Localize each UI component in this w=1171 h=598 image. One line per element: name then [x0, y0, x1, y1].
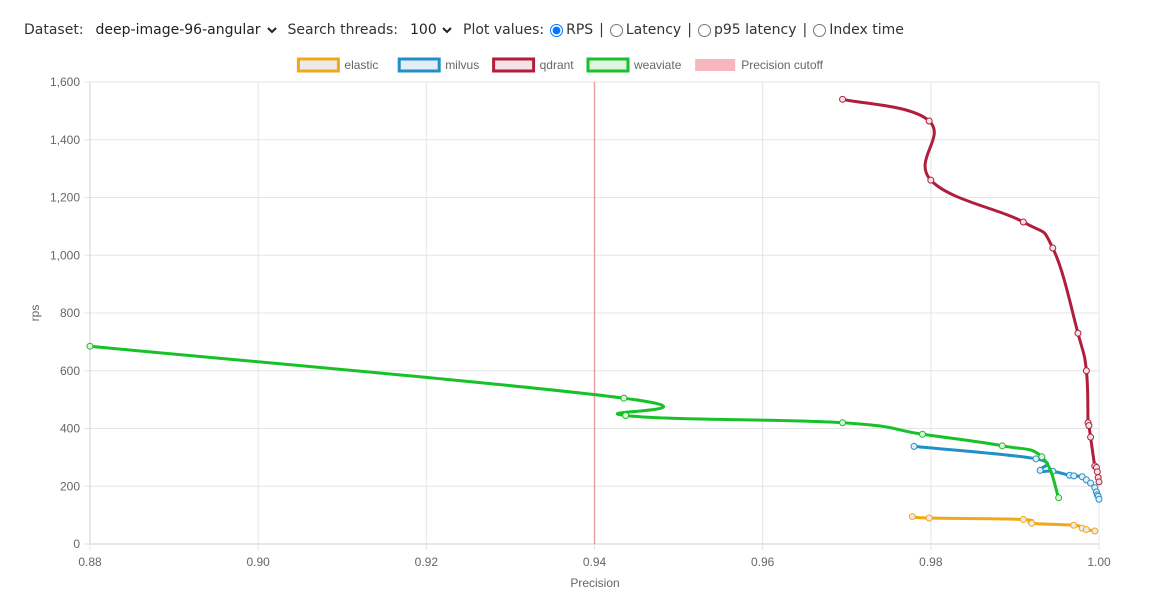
- data-point: [1093, 468, 1101, 476]
- y-tick-label: 800: [60, 306, 80, 320]
- data-point: [1019, 218, 1027, 226]
- y-tick-label: 0: [73, 537, 80, 551]
- data-point: [1074, 329, 1082, 337]
- data-point: [1095, 495, 1103, 503]
- separator: |: [802, 22, 808, 38]
- plot-option-index-time-label: Index time: [829, 22, 904, 38]
- legend-item-precision-cutoff: Precision cutoff: [695, 58, 824, 72]
- data-point: [1049, 244, 1057, 252]
- data-point: [1019, 515, 1027, 523]
- separator: |: [599, 22, 604, 38]
- legend-swatch-weaviate: [586, 57, 630, 73]
- legend-swatch-precision-cutoff: [695, 59, 736, 71]
- plot-option-index-time[interactable]: Index time: [813, 22, 904, 38]
- data-point: [1087, 433, 1095, 441]
- data-point: [1087, 479, 1095, 487]
- threads-select[interactable]: 100: [406, 20, 455, 40]
- plot-radio-rps[interactable]: [550, 23, 564, 37]
- grid: [84, 81, 1100, 550]
- y-tick-label: 600: [60, 364, 80, 378]
- data-point: [1082, 367, 1090, 375]
- plot-option-p95-latency-label: p95 latency: [713, 22, 797, 38]
- x-tick-label: 0.94: [583, 555, 607, 569]
- series-weaviate: [86, 342, 1063, 502]
- plot-option-p95-latency[interactable]: p95 latency: [697, 22, 797, 38]
- plot-radio-p95-latency[interactable]: [697, 23, 711, 37]
- legend: elastic milvus qdrant weaviate Precision cut…: [296, 57, 824, 73]
- y-tick-label: 200: [60, 479, 80, 493]
- legend-swatch-milvus: [397, 57, 441, 73]
- x-tick-label: 0.90: [246, 555, 270, 569]
- data-point: [927, 176, 935, 184]
- dataset-select[interactable]: deep-image-96-angular: [91, 20, 280, 40]
- plot-values-label: Plot values:: [463, 22, 545, 38]
- legend-swatch-elastic: [296, 57, 340, 73]
- x-tick-label: 0.96: [751, 555, 775, 569]
- separator: |: [687, 22, 692, 38]
- series-qdrant: [839, 95, 1103, 486]
- legend-swatch-qdrant: [492, 57, 536, 73]
- plot-radio-latency[interactable]: [609, 23, 623, 37]
- data-point: [1036, 466, 1044, 474]
- plot-option-rps-label: RPS: [566, 22, 594, 38]
- x-tick-label: 1.00: [1087, 555, 1111, 569]
- x-axis-label: Precision: [570, 576, 619, 590]
- threads-label: Search threads:: [287, 22, 398, 38]
- y-tick-label: 1,400: [50, 133, 80, 147]
- controls-bar: Dataset: deep-image-96-angular Search th…: [24, 19, 904, 41]
- legend-label-qdrant: qdrant: [540, 58, 575, 72]
- data-point: [620, 394, 628, 402]
- data-point: [1028, 519, 1036, 527]
- y-tick-label: 1,600: [50, 75, 80, 89]
- data-point: [622, 412, 630, 420]
- legend-label-milvus: milvus: [445, 58, 479, 72]
- data-point: [1091, 527, 1099, 535]
- data-point: [1055, 494, 1063, 502]
- series-line-weaviate: [88, 344, 1061, 500]
- legend-item-milvus: milvus: [397, 57, 479, 73]
- data-point: [918, 430, 926, 438]
- series-layer: [86, 95, 1103, 535]
- legend-item-elastic: elastic: [296, 57, 378, 73]
- data-point: [1032, 455, 1040, 463]
- legend-label-elastic: elastic: [344, 58, 378, 72]
- series-line-elastic: [910, 515, 1097, 533]
- data-point: [839, 95, 847, 103]
- plot-option-rps[interactable]: RPS: [550, 22, 593, 38]
- data-point: [925, 117, 933, 125]
- data-point: [1070, 472, 1078, 480]
- legend-item-weaviate: weaviate: [586, 57, 682, 73]
- data-point: [1082, 526, 1090, 534]
- x-tick-label: 0.98: [919, 555, 943, 569]
- plot-radio-index-time[interactable]: [813, 23, 827, 37]
- data-point: [839, 419, 847, 427]
- data-point: [1070, 521, 1078, 529]
- axes: 0.88 0.90 0.92 0.94 0.96 0.98 1.00 0 200 400 600 80…: [50, 75, 1111, 569]
- legend-item-qdrant: qdrant: [492, 57, 575, 73]
- data-point: [908, 513, 916, 521]
- plot-option-latency[interactable]: Latency: [609, 22, 682, 38]
- y-axis-label: rps: [28, 305, 42, 322]
- y-tick-label: 400: [60, 422, 80, 436]
- x-tick-label: 0.92: [415, 555, 439, 569]
- series-milvus: [910, 442, 1103, 503]
- plot-option-latency-label: Latency: [625, 22, 682, 38]
- series-elastic: [908, 513, 1099, 535]
- series-line-qdrant: [841, 97, 1101, 484]
- legend-label-weaviate: weaviate: [633, 58, 682, 72]
- data-point: [925, 514, 933, 522]
- data-point: [910, 442, 918, 450]
- x-tick-label: 0.88: [78, 555, 102, 569]
- data-point: [1095, 478, 1103, 486]
- data-point: [86, 342, 94, 350]
- data-point: [1038, 453, 1046, 461]
- data-point: [998, 442, 1006, 450]
- legend-label-precision-cutoff: Precision cutoff: [741, 58, 823, 72]
- data-point: [1085, 422, 1093, 430]
- y-tick-label: 1,000: [50, 248, 80, 262]
- y-tick-label: 1,200: [50, 191, 80, 205]
- dataset-label: Dataset:: [24, 22, 84, 38]
